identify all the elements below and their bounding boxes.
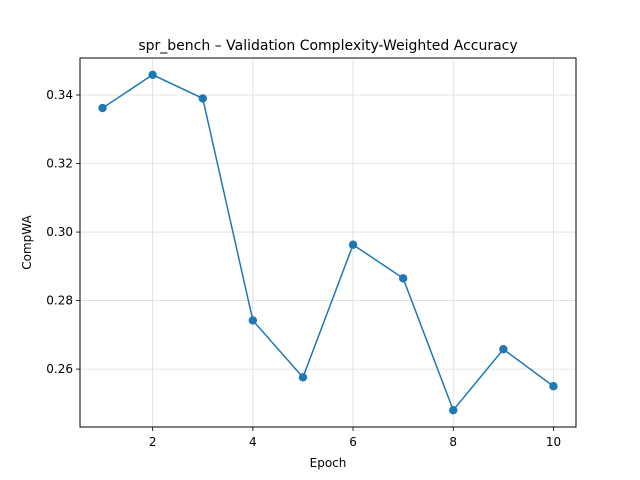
x-tick-label: 10 (546, 435, 561, 449)
y-tick-label: 0.32 (46, 157, 73, 171)
y-tick-label: 0.30 (46, 225, 73, 239)
x-tick-label: 8 (449, 435, 457, 449)
x-tick-label: 2 (149, 435, 157, 449)
data-point (449, 406, 458, 415)
data-point (98, 103, 107, 113)
x-axis-label: Epoch (310, 456, 347, 470)
grid (80, 58, 576, 427)
y-tick-label: 0.34 (46, 88, 73, 102)
data-point (298, 373, 308, 382)
x-tick-label: 6 (349, 435, 357, 449)
chart-title: spr_bench – Validation Complexity-Weight… (138, 38, 517, 54)
data-point (549, 382, 558, 391)
data-point (398, 274, 408, 283)
y-tick-label: 0.28 (46, 294, 73, 308)
series (98, 70, 558, 415)
y-tick-label: 0.26 (46, 362, 73, 376)
plot-area (79, 57, 577, 428)
series-line (102, 73, 554, 412)
data-point (499, 345, 508, 354)
data-point (248, 316, 258, 325)
axis-ticks: 2 4 6 8 10 0.26 0.28 0.30 0.32 0.34 (46, 88, 561, 449)
y-axis-label: CompWA (20, 214, 34, 269)
x-tick-label: 4 (249, 435, 257, 449)
data-point (148, 70, 157, 79)
data-point (198, 94, 207, 103)
data-point (348, 240, 358, 249)
